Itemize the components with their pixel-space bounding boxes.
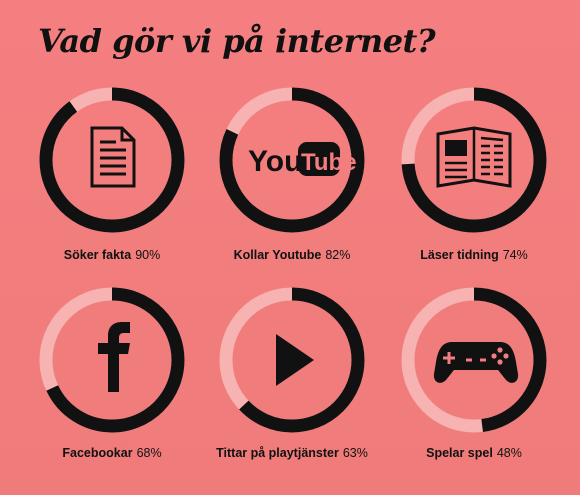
facebook-icon xyxy=(98,322,130,392)
svg-text:Tube: Tube xyxy=(301,149,357,176)
youtube-logo-icon: You Tube xyxy=(248,142,357,178)
donut-value-arc-1 xyxy=(219,87,365,233)
label-5: Spelar spel 48% xyxy=(384,446,564,460)
item-label: Tittar på playtjänster xyxy=(216,446,339,460)
gamepad-icon xyxy=(433,342,519,383)
item-value: 90% xyxy=(135,248,161,262)
item-label: Läser tidning xyxy=(420,248,499,262)
item-label: Kollar Youtube xyxy=(233,248,322,262)
document-icon xyxy=(90,126,136,188)
item-label: Facebookar xyxy=(62,446,133,460)
donut-value-arc-4 xyxy=(219,287,365,433)
item-value: 82% xyxy=(325,248,351,262)
donut-value-arc-0 xyxy=(39,87,185,233)
item-value: 74% xyxy=(502,248,528,262)
label-4: Tittar på playtjänster 63% xyxy=(202,446,382,460)
label-0: Söker fakta 90% xyxy=(22,248,202,262)
item-value: 48% xyxy=(496,446,522,460)
item-label: Spelar spel xyxy=(426,446,493,460)
item-label: Söker fakta xyxy=(63,248,132,262)
donut-value-arc-5 xyxy=(401,287,547,433)
svg-text:You: You xyxy=(248,145,302,178)
label-1: Kollar Youtube 82% xyxy=(202,248,382,262)
item-value: 68% xyxy=(136,446,162,460)
label-2: Läser tidning 74% xyxy=(384,248,564,262)
item-value: 63% xyxy=(342,446,368,460)
play-icon xyxy=(276,334,314,386)
page-title: Vad gör vi på internet? xyxy=(38,22,436,60)
donut-value-arc-2 xyxy=(401,87,547,233)
newspaper-icon xyxy=(436,126,512,188)
donut-value-arc-3 xyxy=(39,287,185,433)
label-3: Facebookar 68% xyxy=(22,446,202,460)
